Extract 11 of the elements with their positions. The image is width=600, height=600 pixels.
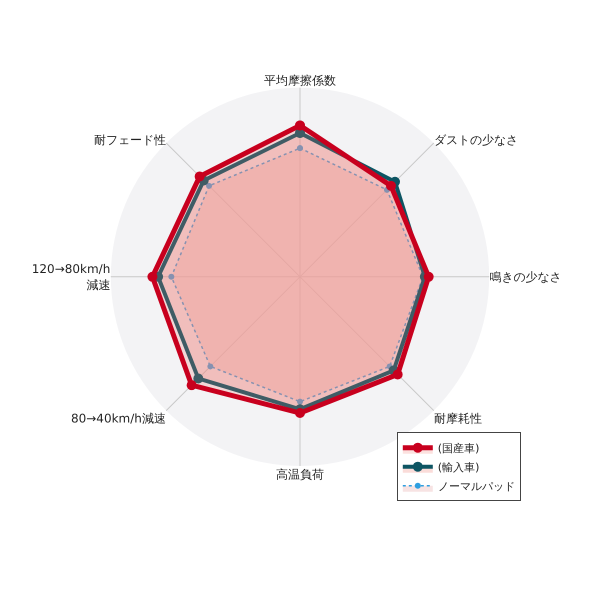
spoke-label: 高温負荷 [276, 468, 324, 482]
spoke-label: 120→80km/h 減速 [32, 262, 110, 292]
spoke-label: 80→40km/h減速 [70, 411, 166, 426]
legend-label: ノーマルパッド [438, 480, 515, 493]
spoke-label: 耐摩耗性 [434, 411, 482, 426]
spoke-label: ダストの少なさ [434, 132, 518, 147]
legend-label: (国産車) [438, 442, 480, 455]
legend-label: (輸入車) [438, 460, 480, 474]
spoke-label: 平均摩擦係数 [264, 74, 336, 88]
spoke-label: 耐フェード性 [94, 132, 166, 147]
spoke-label: 鳴きの少なさ [490, 270, 562, 284]
